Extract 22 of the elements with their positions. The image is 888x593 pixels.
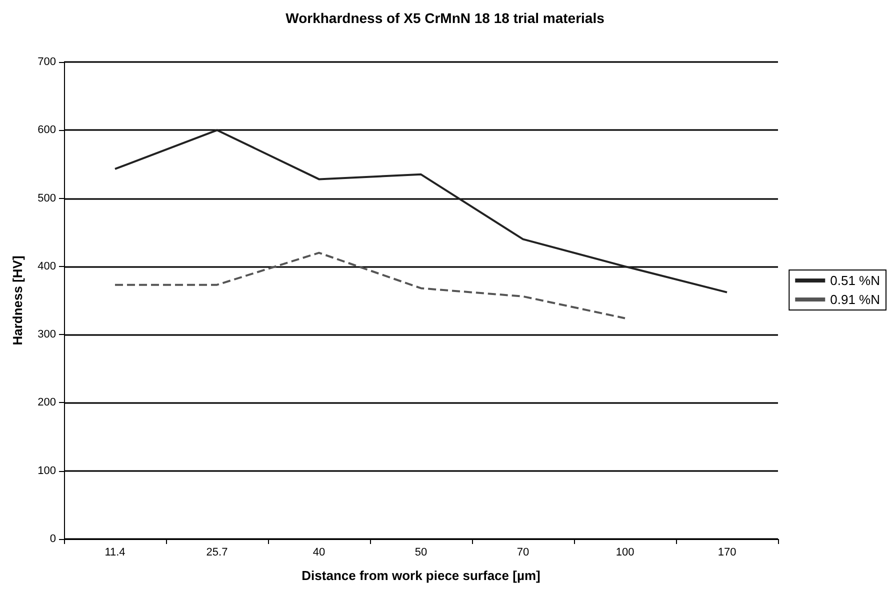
x-tick-label: 170 xyxy=(718,546,736,558)
x-tick-label: 25.7 xyxy=(206,546,228,558)
line-series xyxy=(114,252,626,320)
y-tick-label: 200 xyxy=(38,396,56,409)
y-tick-label: 300 xyxy=(38,328,56,341)
legend-label: 0.91 %N xyxy=(830,292,880,307)
x-tick-label: 11.4 xyxy=(104,546,126,558)
y-axis-title: Hardness [HV] xyxy=(10,256,25,346)
x-tick-label: 70 xyxy=(516,546,530,558)
y-tick-label: 700 xyxy=(38,56,56,68)
line-series xyxy=(114,129,728,294)
y-tick-label: 400 xyxy=(38,260,56,272)
x-tick-label: 100 xyxy=(616,546,634,558)
y-tick-label: 100 xyxy=(38,464,56,477)
y-tick-label: 500 xyxy=(38,192,56,204)
x-tick-label: 40 xyxy=(312,546,326,558)
x-axis-title: Distance from work piece surface [µm] xyxy=(302,568,540,583)
x-tick-label: 50 xyxy=(414,546,428,558)
legend-label: 0.51 %N xyxy=(830,273,880,288)
y-tick-label: 600 xyxy=(38,124,56,136)
chart-title: Workhardness of X5 CrMnN 18 18 trial materials xyxy=(286,10,605,26)
y-tick-label: 0 xyxy=(50,533,56,545)
